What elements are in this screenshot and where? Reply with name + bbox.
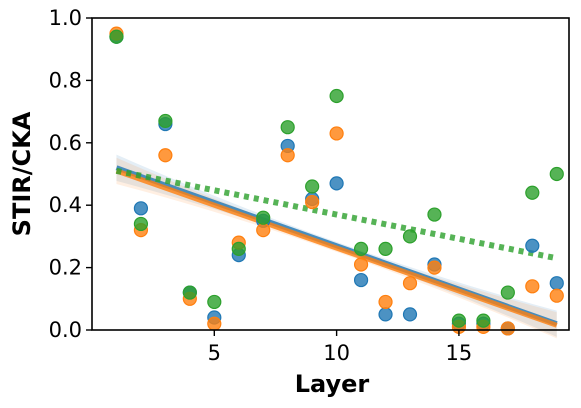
x-axis-ticks: 5 10 15 (208, 330, 473, 365)
data-point (378, 241, 393, 256)
data-point (525, 185, 540, 200)
data-point (378, 294, 393, 310)
plot-area (91, 17, 570, 339)
data-point (256, 210, 271, 225)
y-tick-label: 0.8 (49, 68, 82, 92)
data-point (231, 241, 246, 256)
data-point (182, 285, 197, 300)
data-point (280, 148, 295, 163)
data-point (549, 166, 564, 182)
data-point (402, 307, 418, 322)
data-point (402, 276, 418, 291)
data-point (549, 288, 564, 303)
data-point (207, 294, 222, 310)
data-point (329, 176, 344, 191)
data-point (133, 201, 149, 216)
data-point (158, 113, 173, 129)
x-axis-label: Layer (295, 370, 370, 398)
y-axis-label: STIR/CKA (8, 111, 36, 236)
data-point (353, 241, 369, 256)
data-point (402, 229, 418, 244)
y-tick-label: 1.0 (49, 6, 82, 30)
data-point (378, 307, 393, 322)
data-point (427, 207, 442, 222)
data-point (329, 126, 344, 141)
data-point (280, 120, 295, 135)
y-tick-label: 0.0 (49, 318, 82, 342)
y-tick-label: 0.2 (49, 256, 82, 280)
y-tick-label: 0.6 (49, 131, 82, 155)
y-tick-label: 0.4 (49, 193, 82, 217)
y-axis-ticks: 0.0 0.2 0.4 0.6 0.8 1.0 (49, 6, 92, 342)
x-tick-label: 15 (446, 341, 473, 365)
data-point (109, 29, 124, 44)
data-point (451, 313, 467, 328)
data-point (427, 260, 442, 275)
data-point (353, 272, 369, 288)
data-point (500, 285, 515, 300)
plot-frame (91, 17, 570, 331)
data-point (256, 223, 271, 238)
x-tick-label: 10 (323, 341, 350, 365)
data-point (305, 179, 320, 194)
data-point (207, 316, 222, 331)
data-point (158, 148, 173, 163)
data-point (476, 313, 491, 328)
data-point (525, 238, 540, 253)
data-point (133, 216, 149, 232)
x-tick-label: 5 (208, 341, 221, 365)
data-point (549, 276, 564, 291)
trend-line-1 (115, 168, 558, 328)
data-point (353, 257, 369, 272)
data-point (500, 321, 515, 336)
data-point (525, 279, 540, 294)
data-point (329, 88, 344, 104)
trend-line-2 (115, 167, 558, 262)
data-point (305, 194, 320, 210)
